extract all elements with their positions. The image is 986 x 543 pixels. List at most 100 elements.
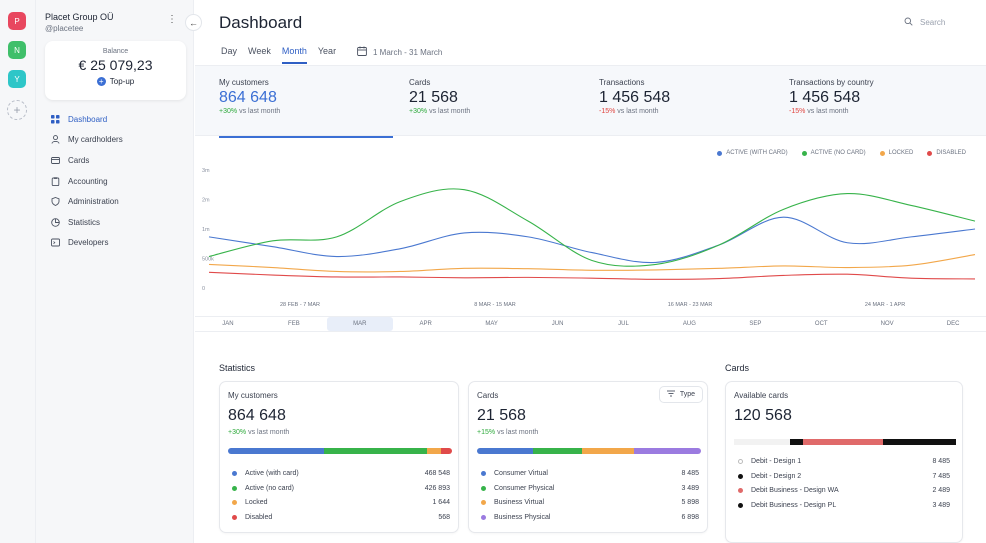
month-dec[interactable]: DEC (946, 321, 960, 327)
bar-segment (882, 439, 956, 445)
list-item: Business Physical (481, 514, 550, 521)
card-value: 864 648 (228, 407, 286, 424)
tab-week[interactable]: Week (248, 46, 271, 56)
legend-label: ACTIVE (NO CARD) (810, 150, 866, 156)
list-item-label: Disabled (245, 513, 273, 521)
month-nov[interactable]: NOV (880, 321, 894, 327)
sidebar-item-dashboard[interactable]: Dashboard (50, 109, 123, 130)
tab-month[interactable]: Month (281, 46, 307, 64)
kpi-delta-text: vs last month (429, 108, 471, 115)
type-filter-label: Type (679, 391, 695, 398)
tab-day[interactable]: Day (221, 46, 238, 56)
sidebar-item-administration[interactable]: Administration (50, 191, 123, 212)
list-item: Debit - Design 1 (738, 458, 801, 465)
month-mar[interactable]: MAR (326, 317, 393, 331)
sidebar-item-label: Administration (68, 197, 119, 207)
legend-label: DISABLED (936, 150, 966, 156)
workspace-p[interactable]: P (8, 12, 26, 30)
list-item-value: 7 485 (932, 472, 950, 480)
bar-segment (477, 448, 533, 454)
card-delta: +30% (228, 429, 247, 436)
legend-dot (738, 473, 743, 479)
list-item-value: 3 489 (681, 484, 699, 492)
month-jun[interactable]: JUN (551, 321, 564, 327)
list-item: Disabled (232, 514, 272, 521)
cards-section-title: Cards (725, 363, 750, 373)
series-line-2 (208, 254, 976, 273)
month-jan[interactable]: JAN (222, 321, 234, 327)
kpi-delta-row: -15% vs last month (789, 108, 874, 115)
sidebar-item-my-cardholders[interactable]: My cardholders (50, 130, 123, 151)
list-item-value: 8 485 (681, 470, 699, 477)
card-title: My customers (228, 391, 278, 400)
legend-dot (738, 502, 743, 508)
search-icon (904, 17, 913, 28)
sidebar-item-label: Dashboard (68, 114, 108, 124)
more-icon[interactable]: ⋮ (167, 14, 177, 25)
kpi-delta-row: -15% vs last month (599, 108, 670, 115)
legend-dot (738, 459, 743, 464)
kpi-my-customers[interactable]: My customers 864 648 +30% vs last month (219, 78, 280, 115)
search-input[interactable]: Search (904, 17, 945, 28)
user-icon (50, 135, 60, 145)
month-selector: JAN FEB MAR APR MAY JUN JUL AUG SEP OCT … (195, 316, 986, 332)
kpi-delta: +30% (219, 108, 238, 115)
type-filter-button[interactable]: Type (658, 386, 703, 403)
customers-stat-card: My customers 864 648 +30% vs last month … (219, 381, 459, 533)
kpi-transactions[interactable]: Transactions 1 456 548 -15% vs last mont… (599, 78, 670, 115)
search-placeholder: Search (920, 18, 946, 27)
balance-label: Balance (102, 48, 129, 55)
card-delta-text: vs last month (497, 429, 539, 436)
topup-button[interactable]: + Top-up (45, 77, 186, 86)
sidebar-item-cards[interactable]: Cards (50, 150, 123, 171)
legend-item: ACTIVE (NO CARD) (801, 150, 866, 156)
list-item-label: Debit Business - Design WA (751, 487, 839, 494)
legend-dot (481, 500, 486, 505)
bar-segment (734, 439, 790, 445)
main-content: Dashboard Search Day Week Month Year 1 M… (195, 0, 986, 543)
workspace-n[interactable]: N (8, 41, 26, 59)
active-kpi-indicator (219, 136, 393, 138)
sidebar-item-accounting[interactable]: Accounting (50, 171, 123, 192)
kpi-delta-text: vs last month (807, 108, 849, 115)
add-workspace-button[interactable]: + (7, 100, 27, 120)
kpi-summary: My customers 864 648 +30% vs last month … (195, 65, 986, 138)
y-tick-label: 2m (202, 198, 210, 204)
legend-dot (232, 500, 237, 505)
month-feb[interactable]: FEB (288, 321, 300, 327)
list-item-value: 6 898 (681, 513, 699, 521)
list-item-value: 5 898 (681, 499, 699, 506)
list-item-label: Consumer Physical (494, 484, 555, 492)
kpi-cards[interactable]: Cards 21 568 +30% vs last month (409, 78, 470, 115)
month-may[interactable]: MAY (485, 321, 498, 327)
month-oct[interactable]: OCT (814, 321, 828, 327)
list-item: Locked (232, 499, 268, 506)
kpi-delta: -15% (789, 108, 806, 115)
card-value: 120 568 (734, 407, 792, 424)
sidebar-item-label: Developers (68, 238, 109, 248)
y-tick-label: 500k (202, 257, 214, 263)
month-jul[interactable]: JUL (618, 321, 629, 327)
statistics-title: Statistics (219, 363, 256, 373)
legend-dot (481, 471, 486, 476)
list-item-value: 468 548 (424, 470, 450, 477)
plus-icon: + (13, 103, 21, 117)
sidebar-nav: Dashboard My cardholders Cards Accountin… (50, 109, 123, 253)
sidebar-item-statistics[interactable]: Statistics (50, 212, 123, 233)
date-range-picker[interactable]: 1 March - 31 March (357, 46, 442, 58)
list-item: Business Virtual (481, 499, 544, 506)
list-item-value: 8 485 (932, 458, 950, 465)
workspace-y[interactable]: Y (8, 70, 26, 88)
kpi-transactions-by-country[interactable]: Transactions by country 1 456 548 -15% v… (789, 78, 874, 115)
kpi-label: Cards (409, 78, 431, 87)
month-sep[interactable]: SEP (749, 321, 762, 327)
month-aug[interactable]: AUG (682, 321, 696, 327)
collapse-sidebar-button[interactable]: ← (185, 14, 202, 31)
card-delta-row: +15% vs last month (477, 429, 538, 436)
distribution-bar (228, 448, 452, 454)
sidebar-item-developers[interactable]: Developers (50, 233, 123, 254)
month-apr[interactable]: APR (419, 321, 432, 327)
tab-year[interactable]: Year (317, 46, 337, 56)
y-tick-label: 1m (202, 227, 210, 233)
org-name: Placet Group OÜ (45, 12, 114, 22)
